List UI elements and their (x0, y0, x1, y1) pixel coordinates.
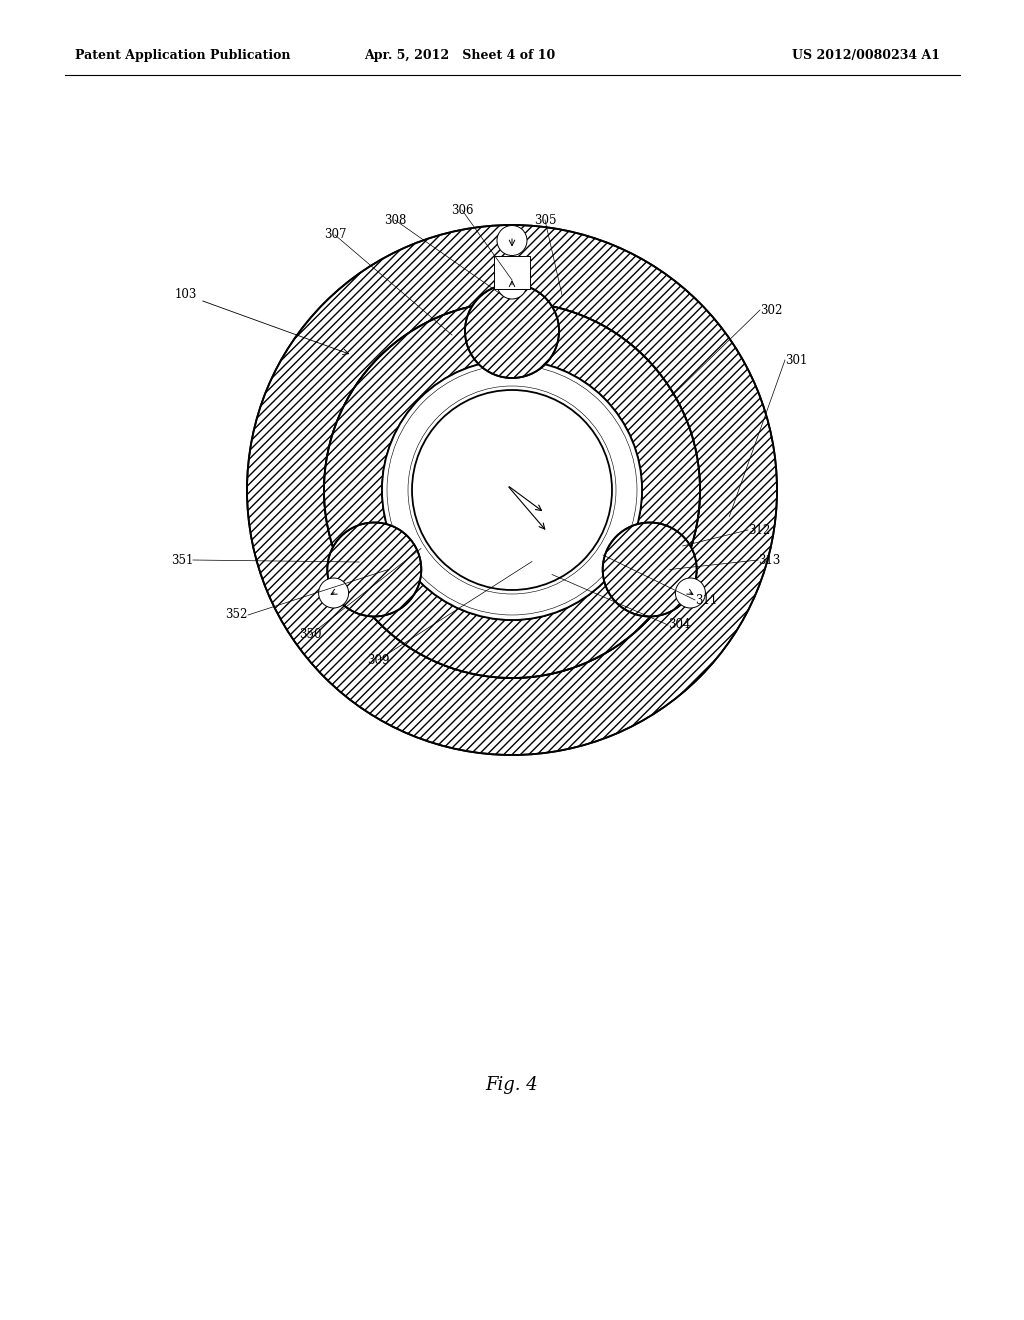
Circle shape (382, 360, 642, 620)
Text: 308: 308 (384, 214, 407, 227)
Text: 301: 301 (785, 354, 807, 367)
Circle shape (247, 224, 777, 755)
Circle shape (497, 269, 527, 300)
Text: 302: 302 (760, 304, 782, 317)
Circle shape (328, 523, 421, 616)
Circle shape (603, 523, 696, 616)
Circle shape (465, 284, 559, 378)
Circle shape (676, 578, 706, 609)
Circle shape (497, 226, 527, 256)
Text: Fig. 4: Fig. 4 (485, 1076, 539, 1094)
Text: 312: 312 (748, 524, 770, 536)
Text: 304: 304 (668, 619, 690, 631)
Text: 307: 307 (324, 228, 346, 242)
Text: 103: 103 (175, 289, 198, 301)
Text: 350: 350 (299, 628, 322, 642)
Text: 352: 352 (225, 609, 248, 622)
Circle shape (318, 578, 348, 609)
Text: 306: 306 (451, 203, 473, 216)
Text: US 2012/0080234 A1: US 2012/0080234 A1 (792, 49, 940, 62)
Text: 309: 309 (367, 653, 389, 667)
Circle shape (412, 389, 612, 590)
Text: 305: 305 (534, 214, 556, 227)
Text: Apr. 5, 2012   Sheet 4 of 10: Apr. 5, 2012 Sheet 4 of 10 (365, 49, 556, 62)
Text: 313: 313 (758, 553, 780, 566)
Text: 351: 351 (171, 553, 193, 566)
Text: 311: 311 (695, 594, 717, 606)
Bar (495, 256, 529, 289)
Text: Patent Application Publication: Patent Application Publication (75, 49, 291, 62)
